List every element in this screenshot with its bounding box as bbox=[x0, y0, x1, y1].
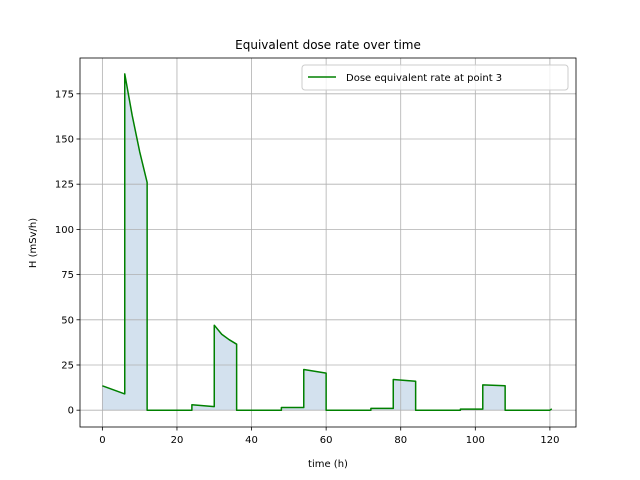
axes-frame bbox=[79, 57, 577, 428]
x-tick-label: 100 bbox=[466, 435, 485, 446]
y-tick-label: 25 bbox=[61, 360, 74, 371]
y-tick-label: 50 bbox=[61, 315, 74, 326]
y-tick-label: 0 bbox=[68, 406, 74, 417]
y-tick-label: 75 bbox=[61, 270, 74, 281]
x-tick-label: 60 bbox=[320, 435, 333, 446]
y-tick-label: 100 bbox=[55, 225, 74, 236]
y-axis-label: H (mSv/h) bbox=[28, 218, 39, 268]
legend-entry-dose-equivalent-rate: Dose equivalent rate at point 3 bbox=[346, 73, 502, 84]
legend: Dose equivalent rate at point 3 bbox=[301, 64, 569, 91]
series-line-dose-equivalent-rate bbox=[102, 73, 553, 411]
y-tick-label: 175 bbox=[55, 89, 74, 100]
plot-area: 0 20 40 60 80 100 120 0 25 50 75 100 125 150 175 bbox=[55, 57, 577, 446]
x-axis-label: time (h) bbox=[308, 459, 348, 470]
legend-box bbox=[301, 64, 569, 91]
x-tick-label: 80 bbox=[394, 435, 407, 446]
y-tick-label: 125 bbox=[55, 180, 74, 191]
x-tick-label: 20 bbox=[171, 435, 184, 446]
chart-title: Equivalent dose rate over time bbox=[235, 38, 421, 52]
x-tick-label: 0 bbox=[99, 435, 105, 446]
x-tick-label: 40 bbox=[245, 435, 258, 446]
x-tick-label: 120 bbox=[540, 435, 559, 446]
y-tick-label: 150 bbox=[55, 134, 74, 145]
